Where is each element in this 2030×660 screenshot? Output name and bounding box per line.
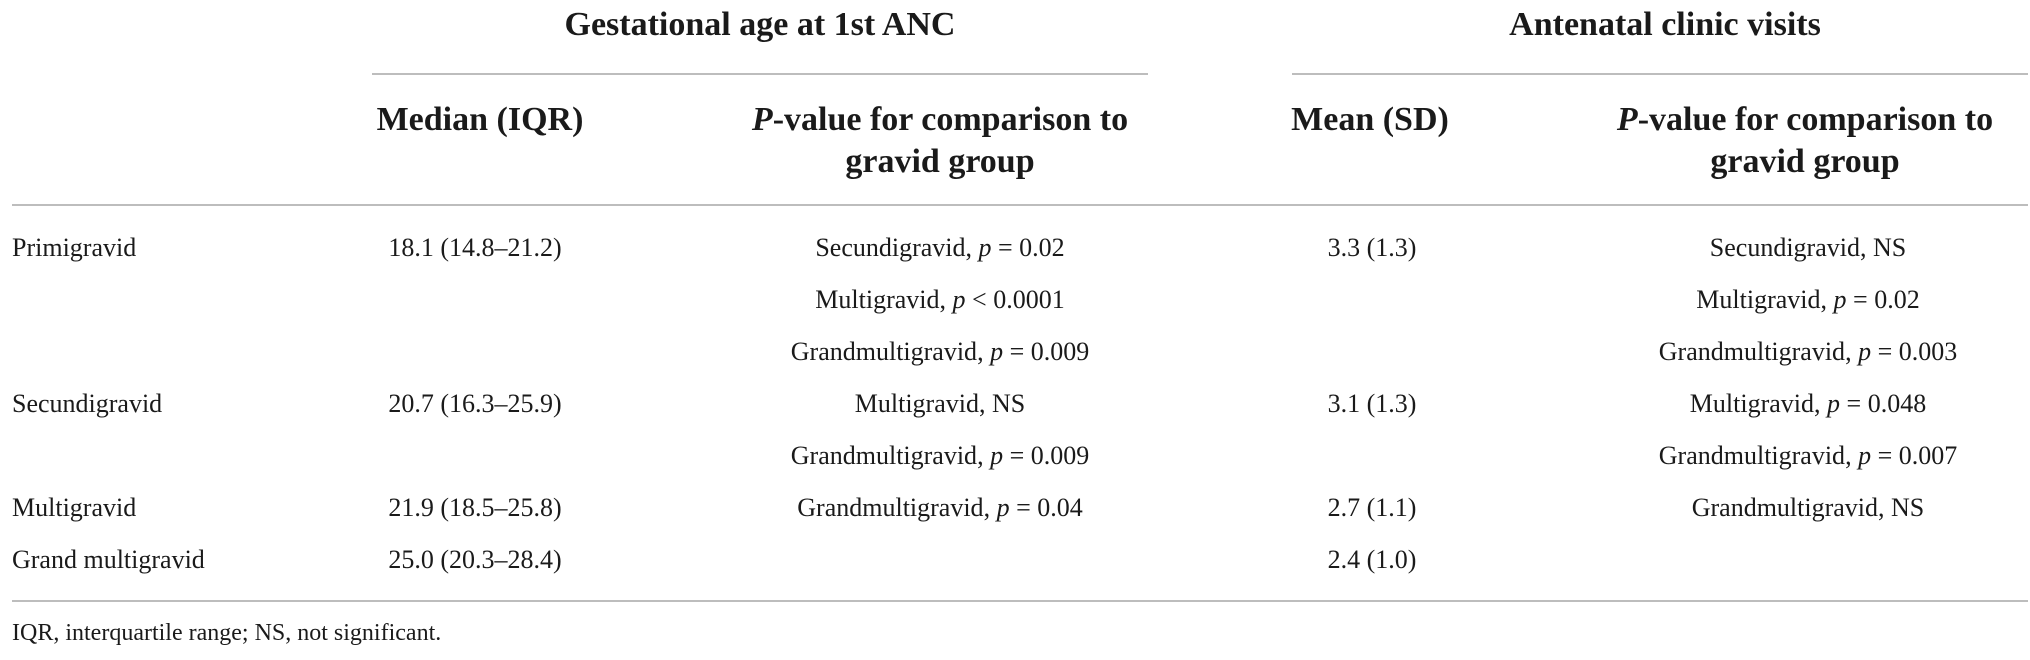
mean-sd-value: 2.7 (1.1) <box>1327 493 1417 522</box>
comparison-operator: = <box>998 233 1013 262</box>
comparison-entry: Multigravid, p = 0.048 <box>1690 388 1926 420</box>
comparison-ns: NS <box>1872 233 1907 262</box>
row-label: Grand multigravid <box>12 545 205 574</box>
median-iqr-value: 18.1 (14.8–21.2) <box>388 233 562 262</box>
comparison-group: Secundigravid <box>1709 233 1860 262</box>
comparison-separator: , <box>1878 493 1892 522</box>
comparison-value: 0.02 <box>1874 285 1920 314</box>
comparison-separator: , <box>1859 233 1873 262</box>
group-header-antenatal-visits: Antenatal clinic visits <box>1509 6 1821 43</box>
pvalue-italic-p: P <box>1616 101 1638 138</box>
comparison-value: 0.003 <box>1898 337 1958 366</box>
median-iqr-value: 25.0 (20.3–28.4) <box>388 545 562 574</box>
comparison-entry: Multigravid, NS <box>855 388 1025 420</box>
comparison-value: 0.048 <box>1867 389 1927 418</box>
comparison-operator: = <box>1009 337 1025 366</box>
comparison-value: 0.009 <box>1030 337 1090 366</box>
comparison-p-letter: p <box>1827 389 1841 418</box>
comparison-group: Grandmultigravid <box>1691 493 1879 522</box>
row-label: Multigravid <box>12 493 137 522</box>
comparison-ns: NS <box>991 389 1026 418</box>
comparison-p-letter: p <box>990 337 1004 366</box>
comparison-p-letter: p <box>978 233 992 262</box>
comparison-operator: = <box>1846 389 1862 418</box>
column-header-pvalue-visits: P-value for comparison to gravid group <box>1555 99 2030 183</box>
comparison-group: Grandmultigravid <box>790 337 978 366</box>
comparison-entry: Grandmultigravid, p = 0.04 <box>797 492 1082 524</box>
row-label: Secundigravid <box>12 389 163 418</box>
comparison-value: 0.009 <box>1030 441 1090 470</box>
comparison-p-letter: p <box>990 441 1004 470</box>
group-header-gestational-age: Gestational age at 1st ANC <box>564 6 956 43</box>
comparison-separator: , <box>939 285 953 314</box>
comparison-entry: Grandmultigravid, NS <box>1692 492 1925 524</box>
comparison-group: Multigravid <box>815 285 940 314</box>
comparison-group: Multigravid <box>1689 389 1815 418</box>
bottom-rule <box>12 600 2028 602</box>
comparison-separator: , <box>1845 441 1859 470</box>
column-header-mean: Mean (SD) <box>1291 101 1449 138</box>
column-header-median: Median (IQR) <box>376 101 584 138</box>
comparison-entry: Multigravid, p = 0.02 <box>1696 284 1919 316</box>
comparison-p-letter: p <box>996 493 1010 522</box>
pvalue-header-line2: gravid group <box>1710 143 1900 180</box>
comparison-separator: , <box>977 337 991 366</box>
pvalue-header-line1: -value for comparison to <box>772 101 1129 138</box>
group-underline-gestational <box>372 73 1148 75</box>
comparison-operator: = <box>1009 441 1025 470</box>
comparison-p-letter: p <box>1858 337 1872 366</box>
comparison-ns: NS <box>1891 493 1925 522</box>
comparison-entry: Grandmultigravid, p = 0.009 <box>791 336 1089 368</box>
mean-sd-value: 3.3 (1.3) <box>1327 233 1417 262</box>
comparison-group: Grandmultigravid <box>797 493 984 522</box>
comparison-p-letter: p <box>1858 441 1872 470</box>
footnote: IQR, interquartile range; NS, not signif… <box>12 620 442 646</box>
comparison-operator: = <box>1853 285 1868 314</box>
comparison-group: Grandmultigravid <box>1658 441 1846 470</box>
comparison-entry: Grandmultigravid, p = 0.007 <box>1659 440 1957 472</box>
comparison-value: 0.02 <box>1019 233 1065 262</box>
column-header-pvalue-ga: P-value for comparison to gravid group <box>690 99 1190 183</box>
comparison-value: 0.007 <box>1898 441 1958 470</box>
comparison-separator: , <box>978 389 992 418</box>
comparison-value: 0.0001 <box>993 285 1065 314</box>
comparison-entry: Multigravid, p < 0.0001 <box>815 284 1064 316</box>
comparison-group: Grandmultigravid <box>790 441 978 470</box>
comparison-operator: = <box>1877 337 1893 366</box>
comparison-separator: , <box>983 493 997 522</box>
comparison-separator: , <box>1814 389 1828 418</box>
comparison-p-letter: p <box>952 285 966 314</box>
row-label: Primigravid <box>12 233 137 262</box>
comparison-group: Secundigravid <box>815 233 966 262</box>
header-rule <box>12 204 2028 206</box>
comparison-entry: Secundigravid, p = 0.02 <box>815 232 1064 264</box>
mean-sd-value: 3.1 (1.3) <box>1327 389 1417 418</box>
group-underline-antenatal <box>1292 73 2028 75</box>
comparison-entry: Secundigravid, NS <box>1710 232 1906 264</box>
pvalue-italic-p: P <box>751 101 773 138</box>
comparison-p-letter: p <box>1833 285 1847 314</box>
comparison-value: 0.04 <box>1037 493 1083 522</box>
comparison-separator: , <box>977 441 991 470</box>
pvalue-header-line2: gravid group <box>845 143 1035 180</box>
comparison-entry: Grandmultigravid, p = 0.003 <box>1659 336 1957 368</box>
comparison-group: Multigravid <box>1696 285 1821 314</box>
comparison-operator: = <box>1016 493 1031 522</box>
median-iqr-value: 20.7 (16.3–25.9) <box>388 389 562 418</box>
pvalue-header-line1: -value for comparison to <box>1637 101 1994 138</box>
comparison-entry: Grandmultigravid, p = 0.009 <box>791 440 1089 472</box>
mean-sd-value: 2.4 (1.0) <box>1327 545 1417 574</box>
comparison-group: Grandmultigravid <box>1658 337 1846 366</box>
comparison-separator: , <box>1820 285 1834 314</box>
comparison-separator: , <box>1845 337 1859 366</box>
comparison-operator: < <box>972 285 987 314</box>
comparison-operator: = <box>1877 441 1893 470</box>
comparison-group: Multigravid <box>854 389 979 418</box>
comparison-separator: , <box>965 233 979 262</box>
median-iqr-value: 21.9 (18.5–25.8) <box>388 493 562 522</box>
